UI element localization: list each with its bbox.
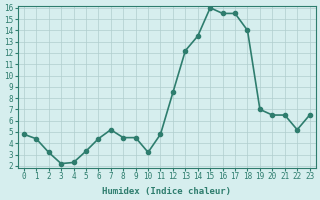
X-axis label: Humidex (Indice chaleur): Humidex (Indice chaleur) (102, 187, 231, 196)
